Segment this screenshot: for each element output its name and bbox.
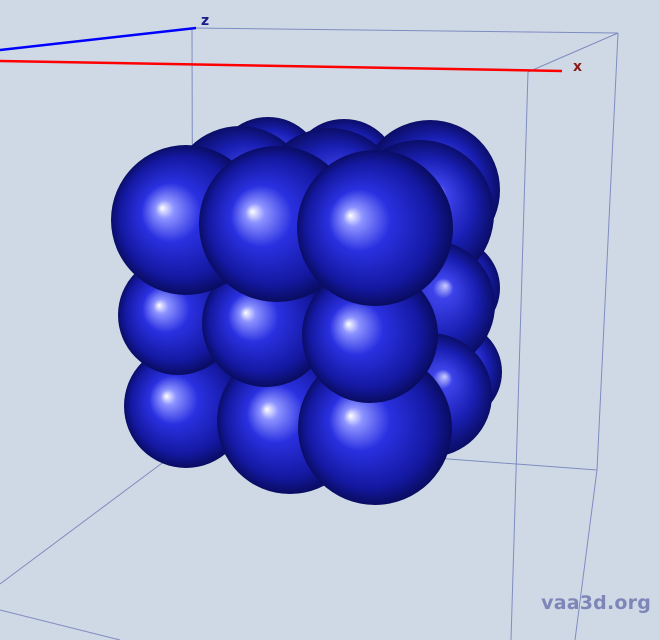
x-axis-label: x bbox=[573, 59, 583, 75]
z-axis-label: z bbox=[201, 13, 210, 29]
x-axis-line bbox=[0, 59, 563, 73]
sphere-cube-front-top bbox=[111, 145, 453, 306]
watermark: vaa3d.org bbox=[541, 592, 651, 614]
z-axis-line bbox=[0, 26, 197, 52]
